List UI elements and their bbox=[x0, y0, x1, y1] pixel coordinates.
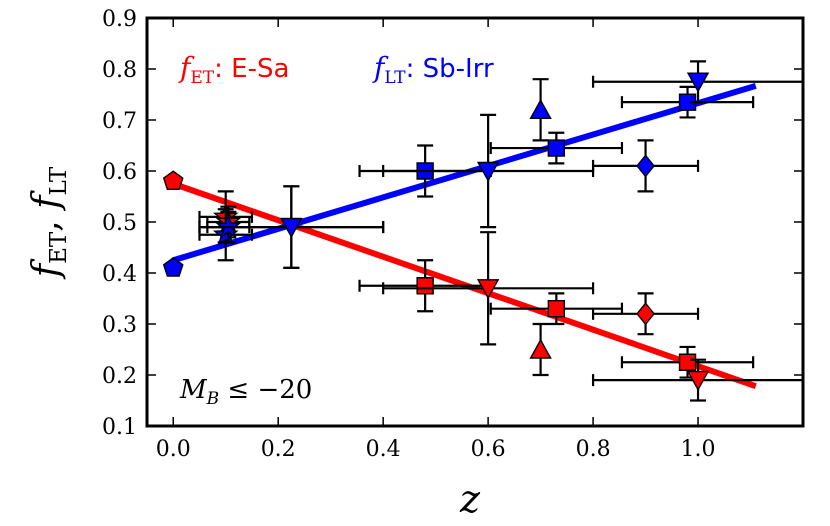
legend-et-label: : E-Sa bbox=[214, 54, 289, 84]
data-point bbox=[382, 113, 595, 229]
data-point bbox=[529, 322, 552, 377]
axis-ticks: 0.0 0.2 0.4 0.6 0.8 1.0 0.1 0.2 0.3 0.4 0.5 0.6 0.7 0… bbox=[102, 7, 803, 462]
y-tick-label: 0.3 bbox=[102, 313, 137, 338]
square-marker bbox=[547, 139, 566, 157]
y-axis-title-sep: , bbox=[26, 209, 67, 232]
legend-lt-label: : Sb-Irr bbox=[406, 54, 494, 84]
diamond-marker bbox=[636, 302, 655, 326]
square-marker bbox=[678, 353, 697, 371]
legend-et-sub: ET bbox=[190, 68, 214, 88]
data-point bbox=[489, 131, 624, 165]
y-tick-label: 0.6 bbox=[102, 160, 137, 185]
x-tick-label: 0.4 bbox=[366, 437, 401, 462]
fit-line bbox=[172, 82, 757, 264]
data-point bbox=[591, 292, 700, 336]
data-point bbox=[591, 60, 805, 104]
triangle-up-marker bbox=[529, 98, 552, 119]
triangle-down-marker bbox=[280, 217, 303, 239]
x-axis-title: z bbox=[459, 477, 481, 521]
x-tick-label: 0.2 bbox=[261, 437, 296, 462]
data-point bbox=[358, 259, 492, 313]
data-point bbox=[529, 78, 552, 142]
square-marker bbox=[547, 300, 566, 318]
y-axis-title-sub-lt: LT bbox=[46, 166, 72, 195]
square-marker bbox=[678, 93, 697, 111]
y-axis-title: fET, fLT bbox=[26, 166, 72, 280]
y-tick-label: 0.4 bbox=[102, 262, 137, 287]
legend-lt: fLT: Sb-Irr bbox=[372, 51, 494, 88]
x-tick-label: 0.0 bbox=[156, 437, 191, 462]
x-tick-label: 1.0 bbox=[681, 437, 716, 462]
pentagon-marker bbox=[162, 257, 184, 277]
data-point bbox=[162, 170, 184, 190]
data-point bbox=[489, 292, 624, 326]
diamond-marker bbox=[636, 154, 655, 178]
legend-lt-sub: LT bbox=[384, 68, 406, 88]
triangle-down-marker bbox=[476, 279, 500, 300]
y-tick-label: 0.2 bbox=[102, 364, 137, 389]
triangle-down-marker bbox=[686, 72, 710, 93]
data-point bbox=[382, 231, 595, 346]
data-point bbox=[591, 358, 805, 402]
data-point bbox=[620, 85, 755, 119]
y-tick-label: 0.8 bbox=[102, 58, 137, 83]
y-tick-label: 0.7 bbox=[102, 109, 137, 134]
triangle-down-marker bbox=[476, 161, 500, 182]
pentagon-marker bbox=[162, 170, 184, 190]
annotation-sym: M bbox=[179, 375, 208, 405]
plot-area bbox=[162, 60, 805, 402]
data-point bbox=[162, 257, 184, 277]
x-tick-label: 0.6 bbox=[471, 437, 506, 462]
legend-et: fET: E-Sa bbox=[178, 51, 289, 88]
square-marker bbox=[416, 277, 434, 295]
y-tick-label: 0.5 bbox=[102, 211, 137, 236]
data-point bbox=[620, 345, 755, 379]
data-point bbox=[591, 139, 700, 193]
data-point bbox=[198, 185, 385, 269]
x-tick-label: 0.8 bbox=[576, 437, 611, 462]
triangle-down-marker bbox=[686, 370, 710, 392]
magnitude-annotation: MB ≤ −20 bbox=[179, 375, 312, 409]
triangle-up-marker bbox=[529, 338, 552, 359]
y-tick-label: 0.9 bbox=[102, 7, 137, 32]
annotation-rest: ≤ −20 bbox=[219, 375, 312, 405]
annotation-sub: B bbox=[206, 389, 220, 409]
y-axis-title-sub-et: ET bbox=[46, 231, 72, 264]
y-tick-label: 0.1 bbox=[102, 415, 137, 440]
